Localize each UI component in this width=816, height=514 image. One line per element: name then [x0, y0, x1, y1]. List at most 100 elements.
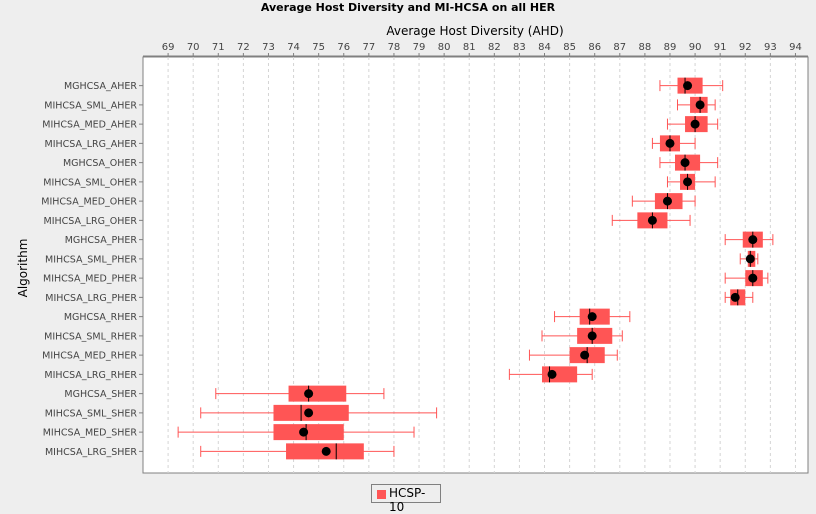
box-mihcsa-med-rher — [528, 347, 618, 364]
y-tick-label: MIHCSA_LRG_OHER — [44, 216, 138, 227]
x-axis: 69 70 71 72 73 74 75 76 77 78 79 80 81 82 83 84 85 86 87 88… — [143, 42, 808, 57]
iqr-box — [542, 366, 578, 383]
iqr-box — [273, 424, 344, 441]
x-tick-label: 83 — [513, 42, 526, 53]
mean-marker — [587, 331, 597, 341]
y-tick-label: MIHCSA_MED_OHER — [41, 197, 137, 208]
mean-marker — [547, 369, 557, 379]
legend-swatch — [377, 490, 386, 499]
mean-marker — [690, 119, 700, 129]
x-tick-label: 78 — [388, 42, 401, 53]
x-tick-label: 72 — [237, 42, 250, 53]
box-mihcsa-sml-rher — [541, 327, 623, 344]
x-tick-label: 89 — [664, 42, 677, 53]
box-mihcsa-lrg-aher — [651, 135, 696, 152]
x-tick-label: 92 — [739, 42, 752, 53]
x-tick-label: 77 — [362, 42, 375, 53]
x-tick-label: 75 — [312, 42, 325, 53]
box-mihcsa-sml-aher — [677, 96, 716, 113]
x-tick-label: 79 — [413, 42, 426, 53]
mean-marker — [299, 427, 309, 437]
x-tick-label: 87 — [613, 42, 626, 53]
box-mghcsa-aher — [659, 77, 724, 94]
mean-marker — [748, 235, 758, 245]
y-tick-label: MIHCSA_MED_AHER — [42, 120, 137, 131]
box-mihcsa-med-oher — [631, 193, 696, 210]
x-tick-label: 70 — [187, 42, 200, 53]
x-tick-label: 81 — [463, 42, 476, 53]
y-tick-label: MIHCSA_LRG_AHER — [45, 139, 138, 150]
x-tick-label: 84 — [538, 42, 551, 53]
mean-marker — [587, 312, 597, 322]
x-tick-label: 74 — [287, 42, 300, 53]
mean-marker — [580, 350, 590, 360]
mean-marker — [304, 389, 314, 399]
y-tick-label: MIHCSA_SML_SHER — [45, 408, 138, 419]
box-mihcsa-lrg-oher — [611, 212, 691, 229]
x-tick-label: 88 — [639, 42, 652, 53]
box-mihcsa-med-pher — [724, 270, 769, 287]
mean-marker — [680, 158, 690, 168]
y-tick-label: MGHCSA_SHER — [64, 389, 137, 400]
x-tick-label: 90 — [689, 42, 702, 53]
y-tick-label: MIHCSA_SML_OHER — [43, 177, 137, 188]
y-tick-label: MGHCSA_PHER — [65, 235, 138, 246]
box-mghcsa-oher — [659, 154, 719, 171]
y-axis-label: Algorithm — [16, 239, 30, 298]
y-tick-label: MGHCSA_AHER — [64, 81, 137, 92]
mean-marker — [748, 273, 758, 283]
y-tick-label: MIHCSA_MED_SHER — [43, 428, 138, 439]
x-tick-label: 86 — [588, 42, 601, 53]
x-tick-label: 80 — [438, 42, 451, 53]
box-mghcsa-pher — [724, 231, 774, 248]
plot-area — [142, 56, 809, 474]
mean-marker — [683, 81, 693, 91]
mean-marker — [662, 196, 672, 206]
y-tick-label: MIHCSA_LRG_PHER — [45, 293, 137, 304]
box-mihcsa-lrg-rher — [508, 366, 593, 383]
y-tick-label: MIHCSA_LRG_RHER — [44, 370, 137, 381]
box-mihcsa-sml-oher — [666, 173, 716, 190]
x-tick-label: 71 — [212, 42, 225, 53]
x-tick-label: 82 — [488, 42, 501, 53]
y-tick-label: MGHCSA_RHER — [64, 312, 138, 323]
box-mihcsa-lrg-sher — [200, 443, 395, 460]
box-mihcsa-med-aher — [666, 116, 719, 133]
x-tick-label: 91 — [714, 42, 727, 53]
x-tick-label: 73 — [262, 42, 275, 53]
mean-marker — [730, 292, 740, 302]
mean-marker — [695, 100, 705, 110]
boxes — [177, 77, 774, 460]
chart-title: Average Host Diversity and MI-HCSA on al… — [260, 1, 556, 14]
x-tick-label: 76 — [337, 42, 350, 53]
box-mihcsa-lrg-pher — [724, 289, 754, 306]
x-tick-label: 93 — [764, 42, 777, 53]
mean-marker — [745, 254, 755, 264]
y-tick-label: MIHCSA_LRG_SHER — [45, 447, 137, 458]
box-mihcsa-sml-sher — [200, 404, 438, 421]
box-mihcsa-sml-pher — [739, 250, 759, 267]
x-axis-label: Average Host Diversity (AHD) — [386, 24, 563, 38]
iqr-box — [288, 385, 347, 402]
x-tick-label: 85 — [563, 42, 576, 53]
x-tick-label: 69 — [162, 42, 175, 53]
y-tick-label: MIHCSA_SML_RHER — [44, 331, 137, 342]
box-mghcsa-rher — [554, 308, 631, 325]
mean-marker — [665, 138, 675, 148]
y-tick-label: MIHCSA_MED_RHER — [42, 351, 137, 362]
y-tick-label: MGHCSA_OHER — [63, 158, 137, 169]
legend-label: HCSP-10 — [389, 486, 426, 514]
y-tick-label: MIHCSA_SML_AHER — [44, 100, 137, 111]
mean-marker — [304, 408, 314, 418]
box-mghcsa-sher — [215, 385, 385, 402]
y-tick-label: MIHCSA_MED_PHER — [43, 274, 137, 285]
mean-marker — [321, 446, 331, 456]
legend: HCSP-10 — [371, 484, 441, 514]
y-axis: MGHCSA_AHER MIHCSA_SML_AHER MIHCSA_MED_AHE… — [41, 81, 143, 458]
box-mihcsa-med-sher — [177, 424, 415, 441]
y-tick-label: MIHCSA_SML_PHER — [45, 254, 137, 265]
mean-marker — [647, 215, 657, 225]
mean-marker — [683, 177, 693, 187]
x-tick-label: 94 — [789, 42, 802, 53]
